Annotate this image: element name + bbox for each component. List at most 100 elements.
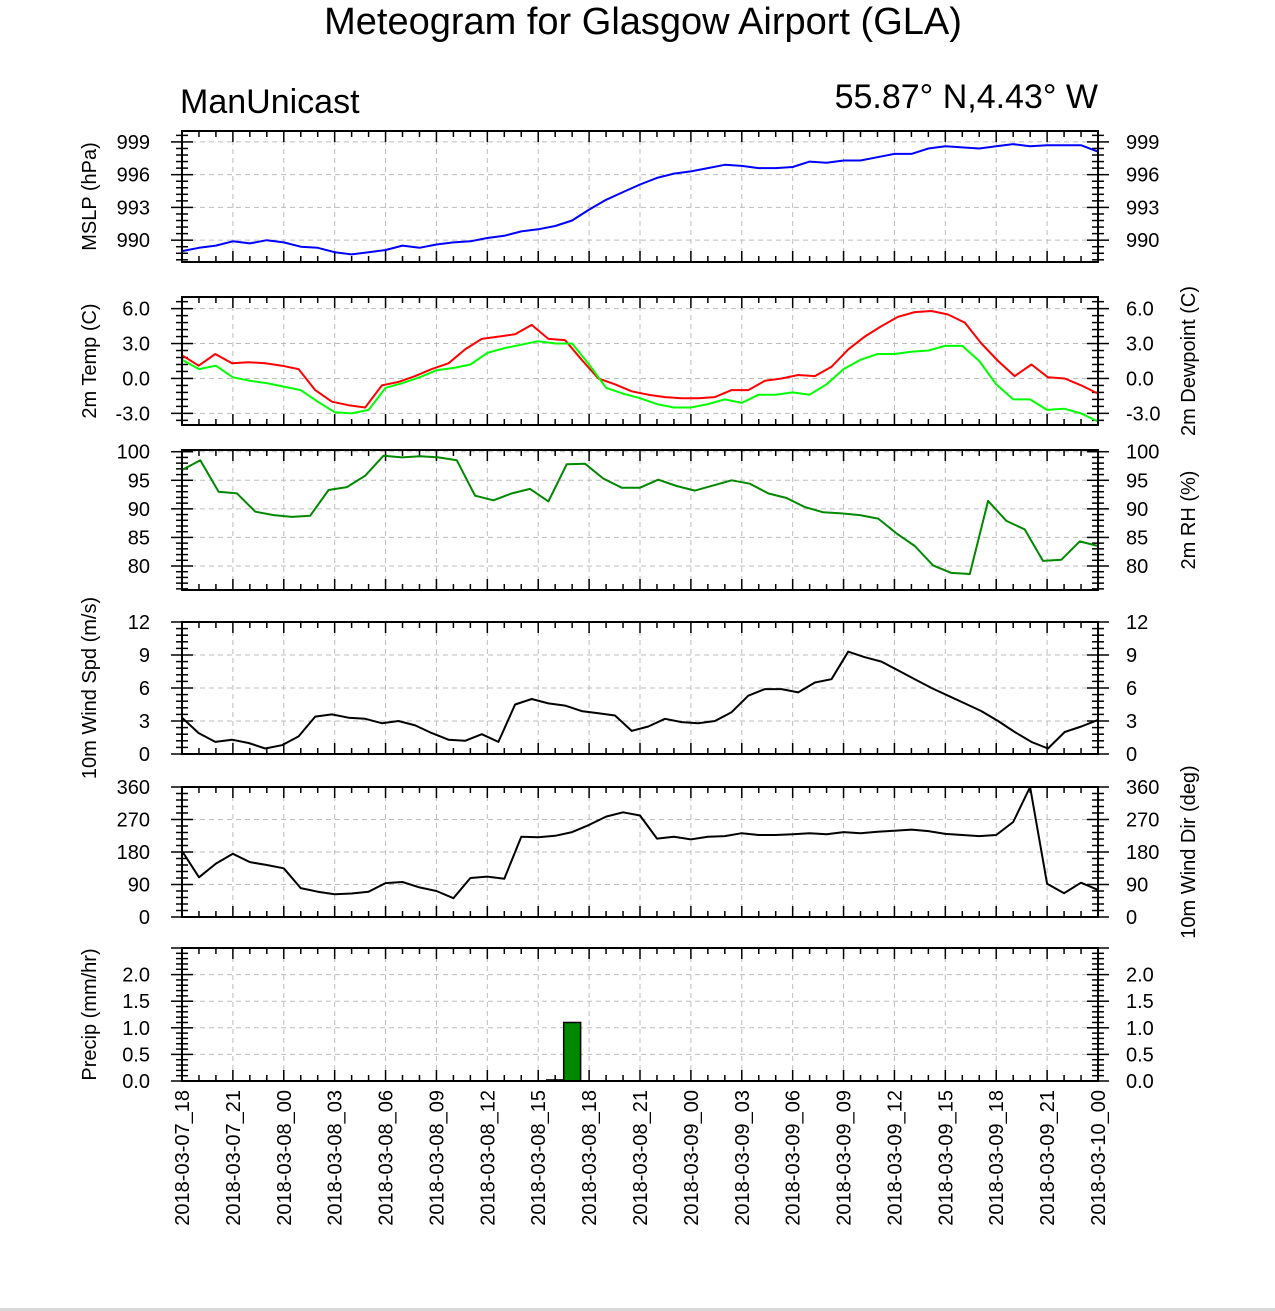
y-tick-label-right: 85 (1126, 527, 1148, 549)
y-axis-label-right: 10m Wind Dir (deg) (1178, 765, 1200, 938)
y-tick-label: 85 (128, 527, 150, 549)
y-tick-label: 6 (139, 678, 150, 700)
y-tick-label: 80 (128, 556, 150, 578)
series-line-0 (181, 310, 1099, 409)
time-label: 2018-03-09_21 (1037, 1090, 1059, 1226)
y-tick-label: 3 (139, 711, 150, 733)
y-tick-label-right: 1.5 (1126, 991, 1154, 1013)
time-label: 2018-03-09_12 (884, 1090, 906, 1226)
panel-3: 0 0 3 3 6 6 9 9 12 12 10m Wind Spd (m/s) (79, 597, 1148, 779)
time-label: 2018-03-09_00 (681, 1090, 703, 1226)
y-tick-label-right: 0 (1126, 907, 1137, 929)
y-axis-label-right: 2m RH (%) (1178, 471, 1200, 570)
series-line-0 (181, 454, 1099, 575)
time-label: 2018-03-07_21 (223, 1090, 245, 1226)
time-label: 2018-03-08_21 (630, 1090, 652, 1226)
y-tick-label: 1.0 (122, 1018, 150, 1040)
time-label: 2018-03-08_06 (376, 1090, 398, 1226)
time-label: 2018-03-10_00 (1088, 1090, 1110, 1226)
y-tick-label-right: 1.0 (1126, 1018, 1154, 1040)
panel-2: 80 80 85 85 90 90 95 95 100 100 2m RH (%) (117, 442, 1200, 591)
panel-5: 0.0 0.0 0.5 0.5 1.0 1.0 1.5 1.5 2.0 2.0 Precip (mm… (79, 947, 1154, 1093)
y-tick-label-right: 3.0 (1126, 334, 1154, 356)
y-tick-label-right: -3.0 (1126, 403, 1160, 425)
y-tick-label: 270 (117, 810, 150, 832)
y-axis-label: Precip (mm/hr) (79, 948, 101, 1080)
y-tick-label-right: 12 (1126, 612, 1148, 634)
time-label: 2018-03-09_18 (986, 1090, 1008, 1226)
y-axis-label: MSLP (hPa) (79, 142, 101, 251)
y-tick-label-right: 95 (1126, 470, 1148, 492)
y-tick-label: 360 (117, 777, 150, 799)
y-tick-label: 0.5 (122, 1044, 150, 1066)
time-label: 2018-03-09_03 (732, 1090, 754, 1226)
time-label: 2018-03-09_09 (834, 1090, 856, 1226)
panel-frame (181, 449, 1099, 591)
y-tick-label-right: 0.0 (1126, 368, 1154, 390)
bottom-bar (0, 1308, 1275, 1311)
precip-bar (562, 1021, 582, 1082)
y-tick-label: 0 (139, 907, 150, 929)
y-tick-label: 996 (117, 165, 150, 187)
y-tick-label-right: 3 (1126, 711, 1137, 733)
panel-frame (181, 947, 1099, 1082)
time-label: 2018-03-07_18 (172, 1090, 194, 1226)
time-label: 2018-03-08_18 (579, 1090, 601, 1226)
y-tick-label-right: 6 (1126, 678, 1137, 700)
time-label: 2018-03-08_00 (274, 1090, 296, 1226)
y-tick-label-right: 9 (1126, 645, 1137, 667)
y-tick-label: 2.0 (122, 965, 150, 987)
y-tick-label-right: 90 (1126, 499, 1148, 521)
y-tick-label-right: 180 (1126, 842, 1159, 864)
y-tick-label-right: 90 (1126, 875, 1148, 897)
y-tick-label: -3.0 (116, 403, 150, 425)
panel-0: 990 990 993 993 996 996 999 999 MSLP (hPa) (79, 130, 1159, 263)
y-tick-label-right: 996 (1126, 165, 1159, 187)
y-tick-label: 95 (128, 470, 150, 492)
y-axis-label: 10m Wind Spd (m/s) (79, 597, 101, 779)
y-tick-label: 6.0 (122, 299, 150, 321)
y-tick-label: 100 (117, 442, 150, 464)
panel-4: 0 0 90 90 180 180 270 270 360 360 10m Wind Dir (de… (117, 765, 1200, 938)
y-tick-label: 180 (117, 842, 150, 864)
y-tick-label-right: 990 (1126, 230, 1159, 252)
y-tick-label: 9 (139, 645, 150, 667)
time-label: 2018-03-08_15 (528, 1090, 550, 1226)
y-tick-label: 12 (128, 612, 150, 634)
y-tick-label-right: 0 (1126, 744, 1137, 766)
y-tick-label: 3.0 (122, 334, 150, 356)
y-tick-label-right: 80 (1126, 556, 1148, 578)
series-line-0 (181, 650, 1099, 750)
y-tick-label-right: 0.0 (1126, 1071, 1154, 1093)
time-label: 2018-03-08_03 (325, 1090, 347, 1226)
y-tick-label: 0 (139, 744, 150, 766)
y-tick-label: 90 (128, 875, 150, 897)
panel-frame (181, 130, 1099, 263)
panel-frame (181, 786, 1099, 918)
y-tick-label: 999 (117, 132, 150, 154)
y-tick-label: 990 (117, 230, 150, 252)
model-label: ManUnicast (180, 83, 360, 121)
y-tick-label-right: 100 (1126, 442, 1159, 464)
y-tick-label-right: 360 (1126, 777, 1159, 799)
chart-title: Meteogram for Glasgow Airport (GLA) (324, 1, 962, 43)
panel-frame (181, 296, 1099, 426)
location-label: 55.87° N,4.43° W (835, 78, 1098, 116)
y-tick-label-right: 2.0 (1126, 965, 1154, 987)
y-tick-label: 90 (128, 499, 150, 521)
y-tick-label: 0.0 (122, 368, 150, 390)
y-tick-label: 1.5 (122, 991, 150, 1013)
y-tick-label: 993 (117, 197, 150, 219)
y-tick-label-right: 999 (1126, 132, 1159, 154)
series-line-1 (181, 340, 1099, 423)
time-label: 2018-03-08_12 (477, 1090, 499, 1226)
panel-1: -3.0 -3.0 0.0 0.0 3.0 3.0 6.0 6.0 2m Temp (C) 2m … (79, 286, 1200, 436)
series-line-0 (181, 786, 1099, 900)
y-tick-label-right: 0.5 (1126, 1044, 1154, 1066)
time-axis: 2018-03-07_18 2018-03-07_21 2018-03-08_00 2… (172, 1090, 1110, 1226)
y-axis-label-right: 2m Dewpoint (C) (1178, 286, 1200, 436)
time-label: 2018-03-09_06 (783, 1090, 805, 1226)
time-label: 2018-03-08_09 (426, 1090, 448, 1226)
